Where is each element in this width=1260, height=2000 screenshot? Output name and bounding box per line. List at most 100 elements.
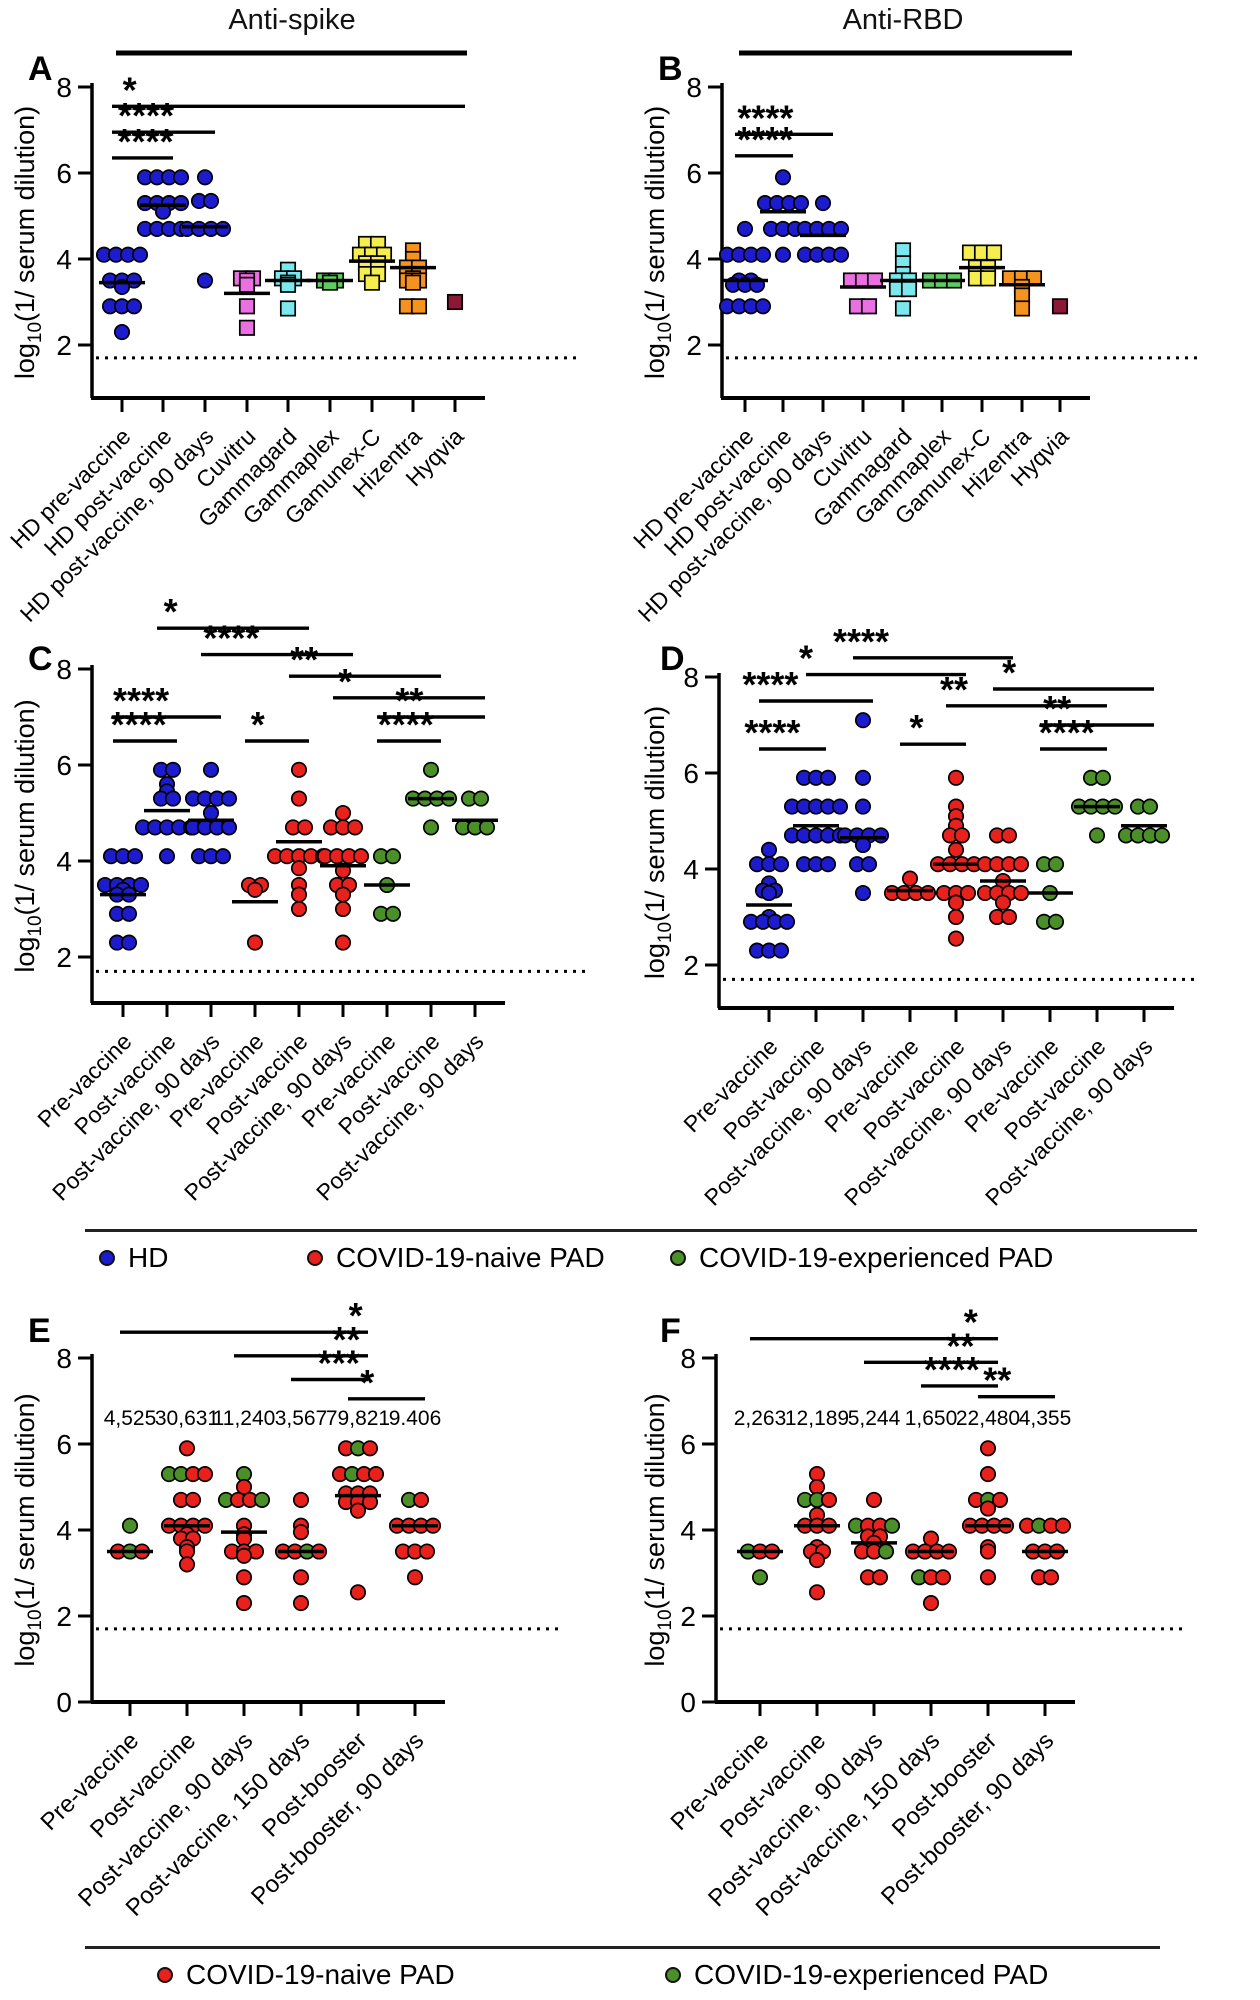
panel-b-title: Anti-RBD [842,4,964,36]
y-tick-label: 2 [56,330,72,361]
y-tick-label: 6 [56,750,72,781]
data-point-circle [158,848,176,865]
legend-item-experienced: COVID-19-experienced PAD [670,1242,1053,1274]
gmt-count-label: 4,355 [1019,1407,1072,1430]
data-point-circle [947,841,965,858]
sig-stars: * [964,1302,978,1343]
y-tick-label: 4 [56,244,72,275]
data-point-circle [235,1478,253,1496]
y-tick-label: 8 [56,72,72,103]
data-point-circle [883,1517,901,1534]
y-tick-label: 4 [680,1515,696,1546]
data-point-circle [922,1595,940,1612]
y-tick-label: 6 [56,158,72,189]
data-point-circle [172,195,190,212]
data-point-circle [820,1491,838,1508]
panel-c-letter: C [28,640,53,678]
gmt-count-label: 4,525 [104,1407,157,1430]
sig-stars: **** [924,1349,980,1390]
experienced-dot-icon [670,1250,686,1266]
data-point-circle [953,827,971,844]
data-point-square [410,298,428,315]
gmt-count-label: 1,650 [905,1407,958,1430]
data-point-circle [854,798,872,815]
y-tick-label: 6 [56,1429,72,1460]
data-point-circle [877,1543,895,1560]
data-point-circle [220,819,238,836]
panel-d: ********** ****** *******2468Pre-vaccinePo… [640,621,1196,1211]
data-point-circle [214,220,232,237]
data-point-circle [854,884,872,902]
data-point-circle [412,1491,430,1508]
data-point-circle [792,195,810,212]
panel-d-letter: D [660,640,685,678]
data-point-circle [774,246,792,263]
sig-stars: ** [1043,688,1071,729]
sig-stars: **** [737,119,793,160]
y-axis-title: log10(1/ serum dilution) [10,1393,46,1666]
data-point-circle [220,790,238,807]
data-point-circle [125,298,143,315]
data-point-circle [246,881,264,898]
data-point-circle [164,761,182,778]
naive-dot-icon [307,1250,323,1266]
sig-stars: * [164,591,178,632]
legend-item-experienced-bottom: COVID-19-experienced PAD [665,1959,1048,1991]
panel-f-letter: F [660,1312,681,1350]
data-point-circle [1141,798,1159,815]
legend-item-hd: HD [99,1242,168,1274]
data-points [737,1440,1072,1612]
data-point-circle [1042,1569,1060,1586]
data-point-circle [934,1569,952,1586]
data-point-circle [979,1569,997,1586]
data-point-circle [871,1569,889,1586]
panel-c: ***************** ******2468Pre-vaccinePo… [10,591,588,1206]
data-point-circle [361,1440,379,1457]
data-point-circle [292,1569,310,1586]
sig-stars: **** [833,621,889,662]
y-axis-title: log10(1/ serum dilution) [640,706,676,979]
data-point-circle [472,790,490,807]
data-point-square [1051,298,1069,315]
data-point-circle [1000,827,1018,844]
sig-stars: **** [113,680,169,721]
sig-stars: **** [378,704,434,745]
y-axis-title: log10(1/ serum dilution) [10,106,46,379]
gmt-count-label: 12,189 [785,1407,849,1430]
data-point-square [238,298,256,315]
sig-stars: ** [940,669,968,710]
data-point-circle [947,908,965,926]
data-point-circle [819,769,837,786]
gmt-count-label: 5,244 [848,1407,901,1430]
data-point-circle [235,1595,253,1612]
sig-stars: * [123,69,137,110]
y-axis-title: log10(1/ serum dilution) [640,1393,676,1666]
significance-bars: ********* [112,69,465,162]
data-points [96,761,498,951]
y-tick-label: 4 [56,846,72,877]
y-tick-label: 6 [680,1429,696,1460]
sig-stars: ** [333,1319,361,1360]
y-tick-label: 8 [680,1343,696,1374]
data-point-circle [1012,856,1030,873]
data-point-circle [235,1569,253,1586]
experienced-dot-icon [665,1967,681,1983]
sig-stars: **** [203,618,259,659]
panel-b-letter: B [658,50,683,88]
sig-stars: * [909,707,923,748]
data-point-circle [334,934,352,951]
data-point-circle [901,870,919,887]
data-point-circle [196,272,214,289]
data-point-circle [819,856,837,873]
naive-dot-icon [157,1967,173,1983]
data-point-circle [164,790,182,807]
legend-label: COVID-19-naive PAD [186,1959,455,1990]
gmt-count-label: 22,480 [956,1407,1020,1430]
data-point-circle [808,1584,826,1601]
data-point-circle [947,894,965,911]
data-point-circle [235,1547,253,1564]
significance-bars: ********* [750,1302,1055,1401]
panel-e: ****** *02468Pre-vaccinePost-vaccinePost-… [10,1295,560,1922]
